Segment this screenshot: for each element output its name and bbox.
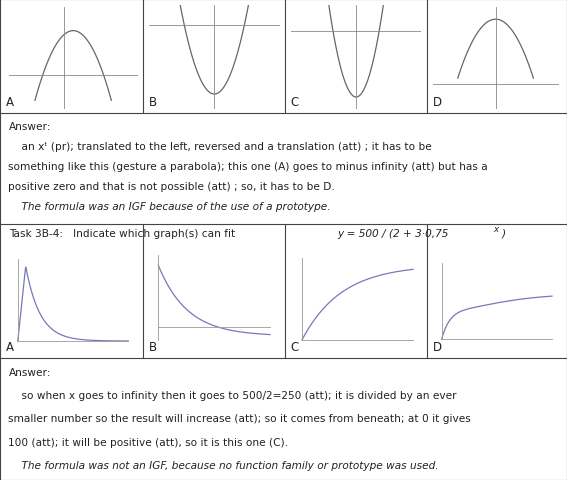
Text: The formula was not an IGF, because no function family or prototype was used.: The formula was not an IGF, because no f… (9, 460, 439, 470)
Text: The formula was an IGF because of the use of a prototype.: The formula was an IGF because of the us… (9, 202, 331, 212)
Text: smaller number so the result will increase (att); so it comes from beneath; at 0: smaller number so the result will increa… (9, 413, 471, 423)
Text: B: B (149, 96, 157, 108)
Text: ): ) (501, 228, 505, 238)
Text: C: C (291, 96, 299, 108)
Text: Task 3B-4:   Indicate which graph(s) can fit: Task 3B-4: Indicate which graph(s) can f… (10, 228, 243, 238)
Text: C: C (291, 340, 299, 353)
Text: Answer:: Answer: (9, 367, 51, 377)
Text: y = 500 / (2 + 3·0,75: y = 500 / (2 + 3·0,75 (337, 228, 448, 238)
Text: an xᵗ (pr); translated to the left, reversed and a translation (att) ; it has to: an xᵗ (pr); translated to the left, reve… (9, 142, 432, 152)
Text: x: x (493, 225, 498, 234)
Text: A: A (6, 340, 14, 353)
Text: D: D (433, 340, 442, 353)
Text: so when x goes to infinity then it goes to 500/2=250 (att); it is divided by an : so when x goes to infinity then it goes … (9, 390, 457, 400)
Text: A: A (6, 96, 14, 108)
Text: D: D (433, 96, 442, 108)
Text: B: B (149, 340, 157, 353)
Text: 100 (att); it will be positive (att), so it is this one (C).: 100 (att); it will be positive (att), so… (9, 437, 289, 447)
Text: something like this (gesture a parabola); this one (A) goes to minus infinity (a: something like this (gesture a parabola)… (9, 162, 488, 172)
Text: positive zero and that is not possible (att) ; so, it has to be D.: positive zero and that is not possible (… (9, 182, 335, 192)
Text: Answer:: Answer: (9, 122, 51, 132)
